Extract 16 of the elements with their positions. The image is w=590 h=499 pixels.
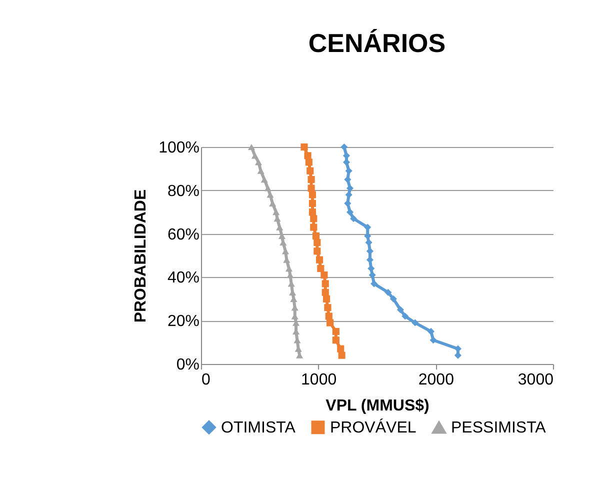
legend-label: PESSIMISTA <box>451 420 546 437</box>
x-axis-title: VPL (MMUS$) <box>326 398 430 414</box>
y-tick-label: 0% <box>176 356 200 374</box>
y-tick-label: 40% <box>167 270 200 287</box>
y-tick-label: 100% <box>158 140 200 156</box>
x-tick-label: 1000 <box>301 372 337 388</box>
x-tick-label: 0 <box>202 372 210 388</box>
y-axis-title: PROBABILIDADE <box>132 189 150 323</box>
chart-title: CENÁRIOS <box>308 28 446 58</box>
legend-label: PROVÁVEL <box>330 418 416 436</box>
x-tick-label: 3000 <box>518 372 554 388</box>
y-tick-label: 60% <box>167 226 200 244</box>
y-tick-label: 80% <box>167 182 200 200</box>
y-tick-label: 20% <box>167 313 200 330</box>
legend-label: OTIMISTA <box>221 419 296 436</box>
x-tick-label: 2000 <box>418 372 454 388</box>
